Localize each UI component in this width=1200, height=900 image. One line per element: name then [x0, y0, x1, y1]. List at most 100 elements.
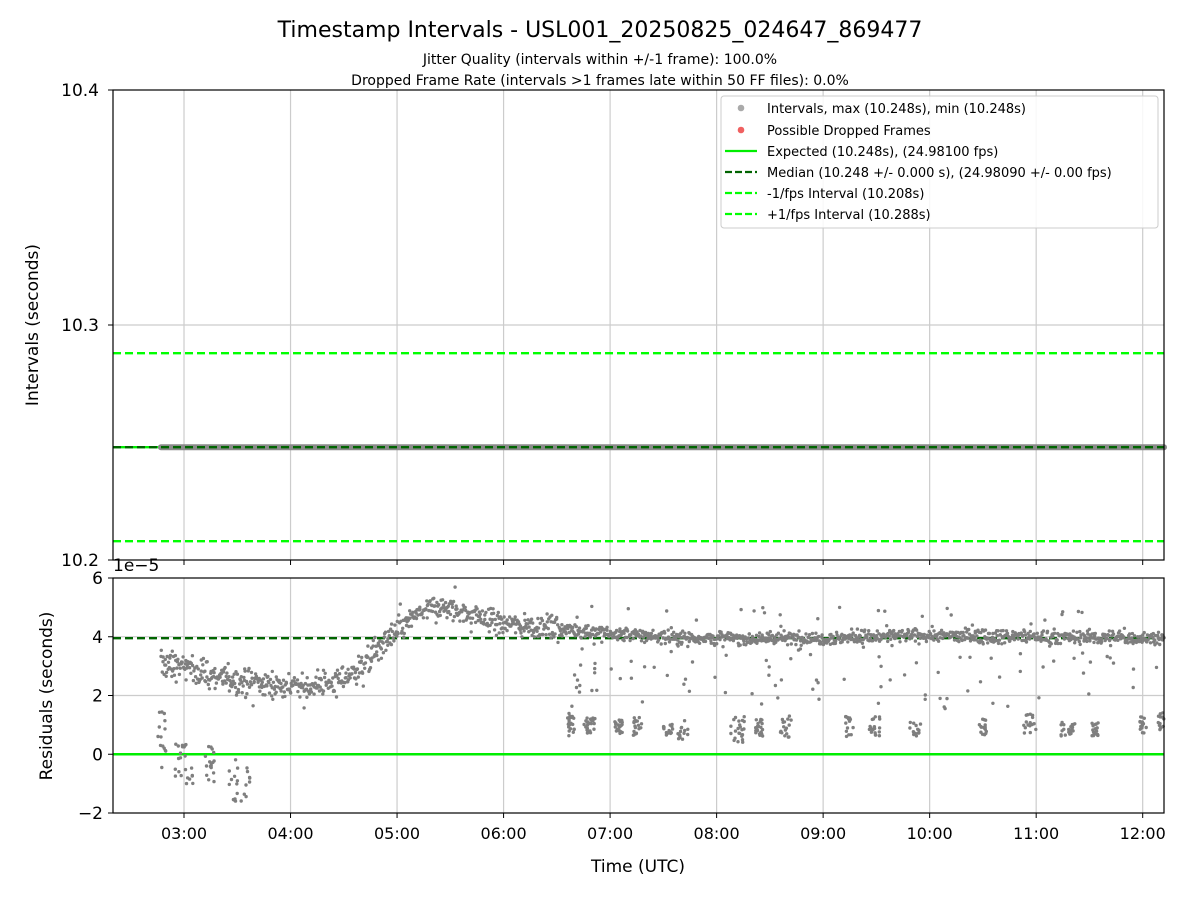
residual-cluster-point: [585, 728, 589, 732]
residual-point: [173, 653, 178, 658]
residual-point: [767, 632, 771, 637]
residual-point: [945, 606, 949, 611]
residual-cluster-point: [632, 729, 636, 734]
residual-point: [1151, 631, 1156, 636]
residual-point: [344, 671, 348, 675]
residual-outlier-point: [817, 697, 821, 701]
residual-cluster-point: [183, 767, 188, 772]
residual-outlier-point: [991, 701, 995, 705]
residual-cluster-point: [614, 722, 618, 726]
residual-point: [686, 644, 690, 649]
residual-cluster-point: [1070, 728, 1075, 733]
residual-cluster-point: [179, 773, 183, 778]
residual-cluster-point: [729, 724, 733, 728]
residual-point: [1154, 665, 1159, 670]
residual-point: [583, 635, 587, 639]
residual-point: [1156, 630, 1161, 634]
residual-cluster-point: [780, 717, 785, 722]
residual-point: [757, 631, 762, 635]
residual-point: [723, 638, 727, 642]
residual-cluster-point: [1092, 731, 1096, 735]
residual-point: [1086, 636, 1090, 640]
residual-cluster-point: [584, 725, 588, 729]
residual-outlier-point: [914, 661, 919, 665]
residual-point: [814, 631, 818, 635]
residual-point: [545, 612, 549, 616]
residual-point: [248, 680, 253, 684]
residual-point: [639, 634, 643, 638]
residual-point: [1004, 629, 1009, 633]
residual-cluster-point: [1141, 722, 1145, 726]
residual-point: [853, 633, 858, 638]
residual-outlier-point: [683, 677, 688, 681]
intervals-y-axis-label: Intervals (seconds): [23, 244, 43, 406]
residual-point: [463, 605, 467, 610]
residual-point: [932, 638, 936, 642]
residual-point: [789, 657, 793, 661]
residual-point: [373, 635, 377, 640]
residual-point: [1132, 634, 1137, 638]
residual-point: [190, 654, 195, 658]
residual-point: [1092, 640, 1096, 645]
residual-point: [469, 621, 473, 625]
residual-point: [859, 628, 864, 633]
residual-cluster-point: [204, 764, 209, 768]
residual-point: [357, 671, 362, 675]
residual-point: [236, 690, 241, 694]
residual-point: [450, 605, 455, 609]
residual-cluster-point: [617, 718, 621, 722]
residual-point: [305, 676, 309, 680]
residual-point: [267, 681, 271, 685]
residuals-y-tick-label: −2: [78, 804, 103, 824]
residual-point: [1010, 636, 1014, 641]
residual-point: [810, 631, 815, 636]
residual-point: [1100, 639, 1104, 644]
residual-point: [321, 668, 326, 672]
residual-cluster-point: [683, 728, 687, 733]
residual-point: [389, 622, 394, 626]
residual-cluster-point: [781, 720, 785, 724]
residual-cluster-point: [235, 791, 239, 796]
residual-cluster-point: [1093, 722, 1098, 726]
residual-point: [829, 632, 833, 637]
residual-point: [408, 609, 412, 613]
residual-outlier-point: [577, 690, 582, 694]
residual-cluster-point: [1158, 727, 1162, 732]
residual-point: [190, 663, 195, 668]
residual-point: [316, 668, 320, 672]
residual-outlier-point: [574, 685, 579, 690]
residual-point: [226, 661, 230, 666]
residual-point: [356, 654, 361, 658]
residual-outlier-point: [943, 706, 947, 711]
residual-cluster-point: [849, 733, 853, 737]
residual-cluster-point: [877, 726, 882, 730]
residual-point: [883, 609, 887, 613]
residual-point: [272, 687, 277, 691]
residual-cluster-point: [733, 729, 738, 733]
residual-outlier-point: [750, 692, 754, 696]
residual-outlier-point: [879, 685, 883, 689]
residual-cluster-point: [176, 744, 180, 748]
residual-point: [391, 636, 395, 640]
residual-point: [1056, 641, 1060, 646]
residual-point: [382, 635, 386, 639]
residual-point: [1012, 638, 1017, 642]
residual-point: [526, 618, 530, 622]
residual-point: [924, 639, 929, 644]
residual-point: [1052, 631, 1057, 635]
residual-cluster-point: [908, 726, 912, 730]
residual-point: [353, 670, 358, 675]
residual-point: [253, 672, 258, 676]
residual-point: [663, 641, 667, 646]
residual-point: [205, 675, 209, 679]
residual-cluster-point: [729, 731, 733, 736]
residual-point: [560, 634, 564, 638]
residual-point: [918, 636, 922, 640]
residual-cluster-point: [737, 719, 741, 723]
residual-point: [309, 690, 314, 694]
residual-point: [966, 636, 970, 640]
residual-point: [1035, 631, 1040, 635]
residual-point: [263, 673, 267, 677]
residual-point: [1040, 633, 1044, 637]
residual-point: [819, 642, 823, 646]
